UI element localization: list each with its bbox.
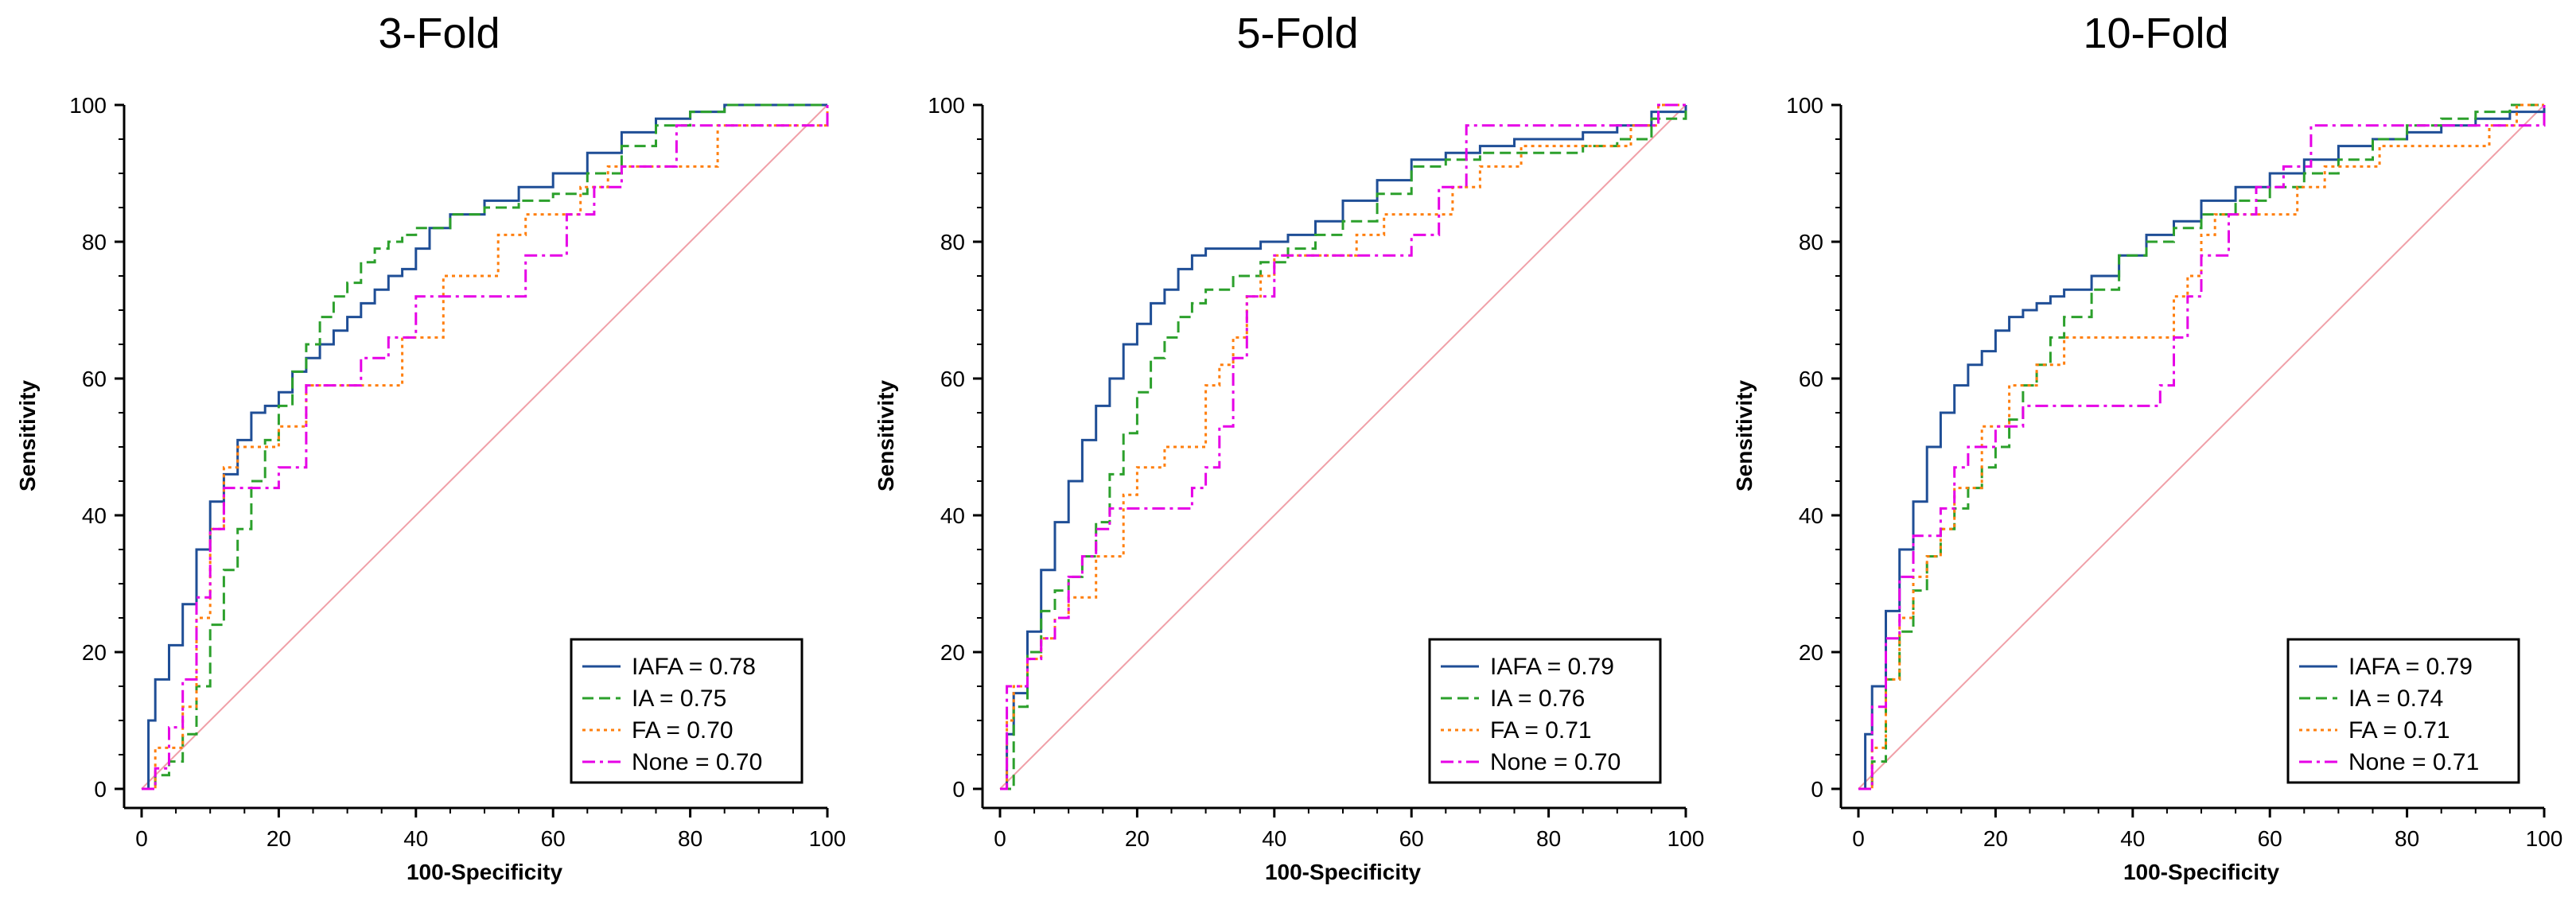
legend-box — [570, 638, 804, 784]
legend-label-iafa: IAFA = 0.79 — [2348, 654, 2473, 680]
series-iafa-line — [142, 103, 827, 790]
series-iafa-line — [1000, 105, 1687, 790]
x-tick-label: 40 — [2120, 826, 2145, 851]
series-none-line — [1000, 103, 1686, 790]
y-tick-label: 60 — [82, 367, 107, 391]
x-tick-label: 80 — [2395, 826, 2419, 851]
roc-chart-2: 5-Fold 0 20 40 60 80 100 0 20 40 60 80 100 IAFA = 0.… — [874, 10, 1705, 884]
legend-label-ia: IA = 0.76 — [1490, 685, 1585, 712]
series-ia-line — [1000, 105, 1687, 790]
x-tick-label: 100 — [2526, 826, 2563, 851]
x-tick-label: 60 — [1399, 826, 1424, 851]
legend-label-none: None = 0.70 — [1490, 749, 1621, 775]
y-tick-label: 20 — [82, 640, 107, 665]
legend-label-fa: FA = 0.71 — [1490, 717, 1592, 744]
x-tick-label: 80 — [678, 826, 702, 851]
series-ia-line — [1858, 103, 2544, 790]
legend-box — [1428, 638, 1662, 784]
x-tick-label: 60 — [2258, 826, 2282, 851]
y-tick-label: 60 — [940, 367, 965, 391]
roc-chart-1: 3-Fold 0 20 40 60 80 100 0 20 40 60 80 100 IAFA = 0.… — [15, 10, 846, 884]
legend-label-fa: FA = 0.71 — [2348, 717, 2450, 744]
series-fa-line — [1858, 103, 2544, 790]
legend-label-iafa: IAFA = 0.78 — [632, 654, 756, 680]
legend-label-none: None = 0.71 — [2348, 749, 2479, 775]
x-tick-label: 20 — [1983, 826, 2008, 851]
x-axis-label: 100-Specificity — [407, 860, 563, 884]
x-axis-label: 100-Specificity — [2123, 860, 2280, 884]
x-tick-label: 80 — [1536, 826, 1561, 851]
y-axis-label: Sensitivity — [15, 380, 40, 491]
x-tick-label: 0 — [1852, 826, 1865, 851]
y-tick-label: 100 — [1786, 93, 1823, 118]
legend-label-iafa: IAFA = 0.79 — [1490, 654, 1614, 680]
legend-label-ia: IA = 0.74 — [2348, 685, 2443, 712]
y-tick-label: 100 — [928, 93, 965, 118]
y-tick-label: 0 — [952, 777, 965, 802]
chart-title: 3-Fold — [378, 10, 500, 57]
series-none-line — [1858, 105, 2546, 790]
y-tick-label: 20 — [940, 640, 965, 665]
y-tick-label: 100 — [69, 93, 107, 118]
reference-diagonal — [999, 104, 1687, 790]
y-tick-label: 60 — [1799, 367, 1823, 391]
x-tick-label: 100 — [809, 826, 846, 851]
x-tick-label: 100 — [1667, 826, 1705, 851]
y-tick-label: 0 — [1811, 777, 1823, 802]
reference-diagonal — [1858, 104, 2545, 790]
x-tick-label: 0 — [135, 826, 148, 851]
roc-panel-3: 10-Fold 0 20 40 60 80 100 0 20 40 60 80 100 IAFA = 0… — [1717, 0, 2576, 901]
roc-chart-3: 10-Fold 0 20 40 60 80 100 0 20 40 60 80 100 IAFA = 0… — [1732, 10, 2563, 884]
y-tick-label: 80 — [1799, 230, 1823, 254]
x-axis-label: 100-Specificity — [1265, 860, 1422, 884]
chart-title: 5-Fold — [1236, 10, 1358, 57]
x-tick-label: 40 — [1262, 826, 1286, 851]
x-tick-label: 40 — [403, 826, 428, 851]
y-tick-label: 20 — [1799, 640, 1823, 665]
series-none-line — [142, 105, 829, 790]
y-tick-label: 0 — [94, 777, 107, 802]
x-tick-label: 20 — [1125, 826, 1150, 851]
chart-title: 10-Fold — [2083, 10, 2228, 57]
roc-panel-2: 5-Fold 0 20 40 60 80 100 0 20 40 60 80 100 IAFA = 0.… — [858, 0, 1717, 901]
y-tick-label: 80 — [940, 230, 965, 254]
y-tick-label: 80 — [82, 230, 107, 254]
x-tick-label: 60 — [541, 826, 566, 851]
roc-panel-1: 3-Fold 0 20 40 60 80 100 0 20 40 60 80 100 IAFA = 0.… — [0, 0, 858, 901]
y-axis-label: Sensitivity — [874, 380, 898, 491]
y-tick-label: 40 — [82, 503, 107, 528]
legend-label-ia: IA = 0.75 — [632, 685, 726, 712]
legend-box — [2286, 638, 2520, 784]
y-tick-label: 40 — [1799, 503, 1823, 528]
y-tick-label: 40 — [940, 503, 965, 528]
reference-diagonal — [141, 104, 828, 790]
x-tick-label: 20 — [267, 826, 291, 851]
legend-label-fa: FA = 0.70 — [632, 717, 733, 744]
legend-label-none: None = 0.70 — [632, 749, 762, 775]
x-tick-label: 0 — [994, 826, 1006, 851]
y-axis-label: Sensitivity — [1732, 380, 1757, 491]
series-ia-line — [142, 103, 827, 790]
